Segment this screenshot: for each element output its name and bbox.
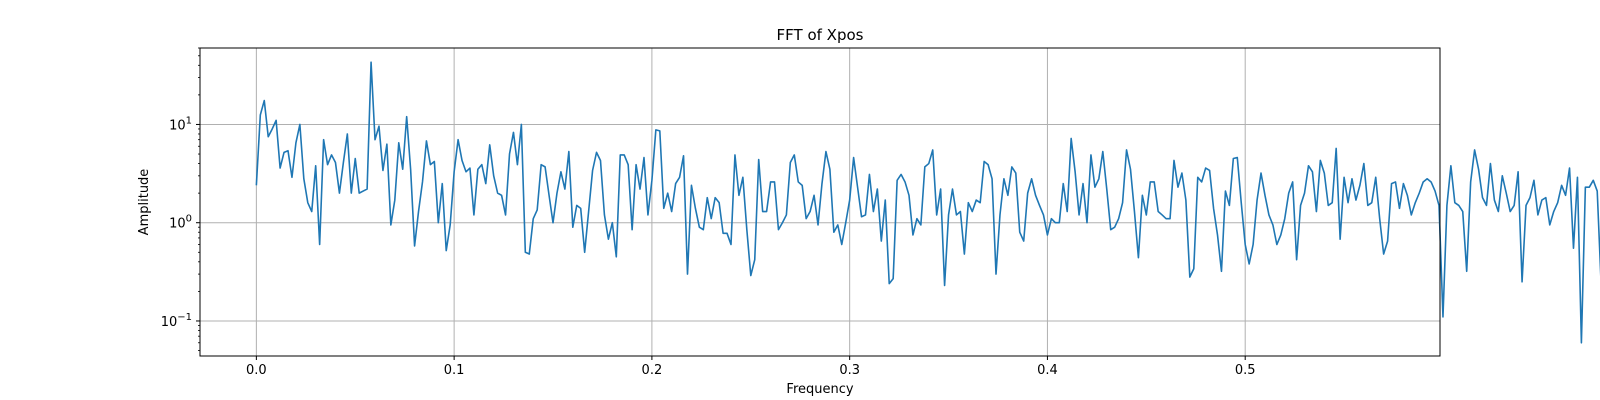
x-tick-label: 0.1 <box>444 363 465 378</box>
series-line <box>255 61 1600 344</box>
x-tick-label: 0.5 <box>1235 363 1256 378</box>
x-tick-label: 0.4 <box>1037 363 1058 378</box>
series-line-group <box>255 61 1600 344</box>
x-axis-title: Frequency <box>786 382 853 397</box>
x-tick-label: 0.2 <box>642 363 663 378</box>
grid <box>200 48 1440 356</box>
chart-title: FFT of Xpos <box>777 26 864 44</box>
y-axis-title: Amplitude <box>137 169 152 236</box>
x-tick-label: 0.3 <box>839 363 860 378</box>
y-tick-label: 100 <box>169 214 192 232</box>
y-tick-label: 10−1 <box>161 312 192 330</box>
ticks: 0.0 0.1 0.2 0.3 0.4 0.5 10−1 100 101 <box>161 47 1256 378</box>
x-tick-label: 0.0 <box>246 363 267 378</box>
plot-frame <box>199 47 1441 357</box>
y-tick-label: 101 <box>169 115 192 133</box>
